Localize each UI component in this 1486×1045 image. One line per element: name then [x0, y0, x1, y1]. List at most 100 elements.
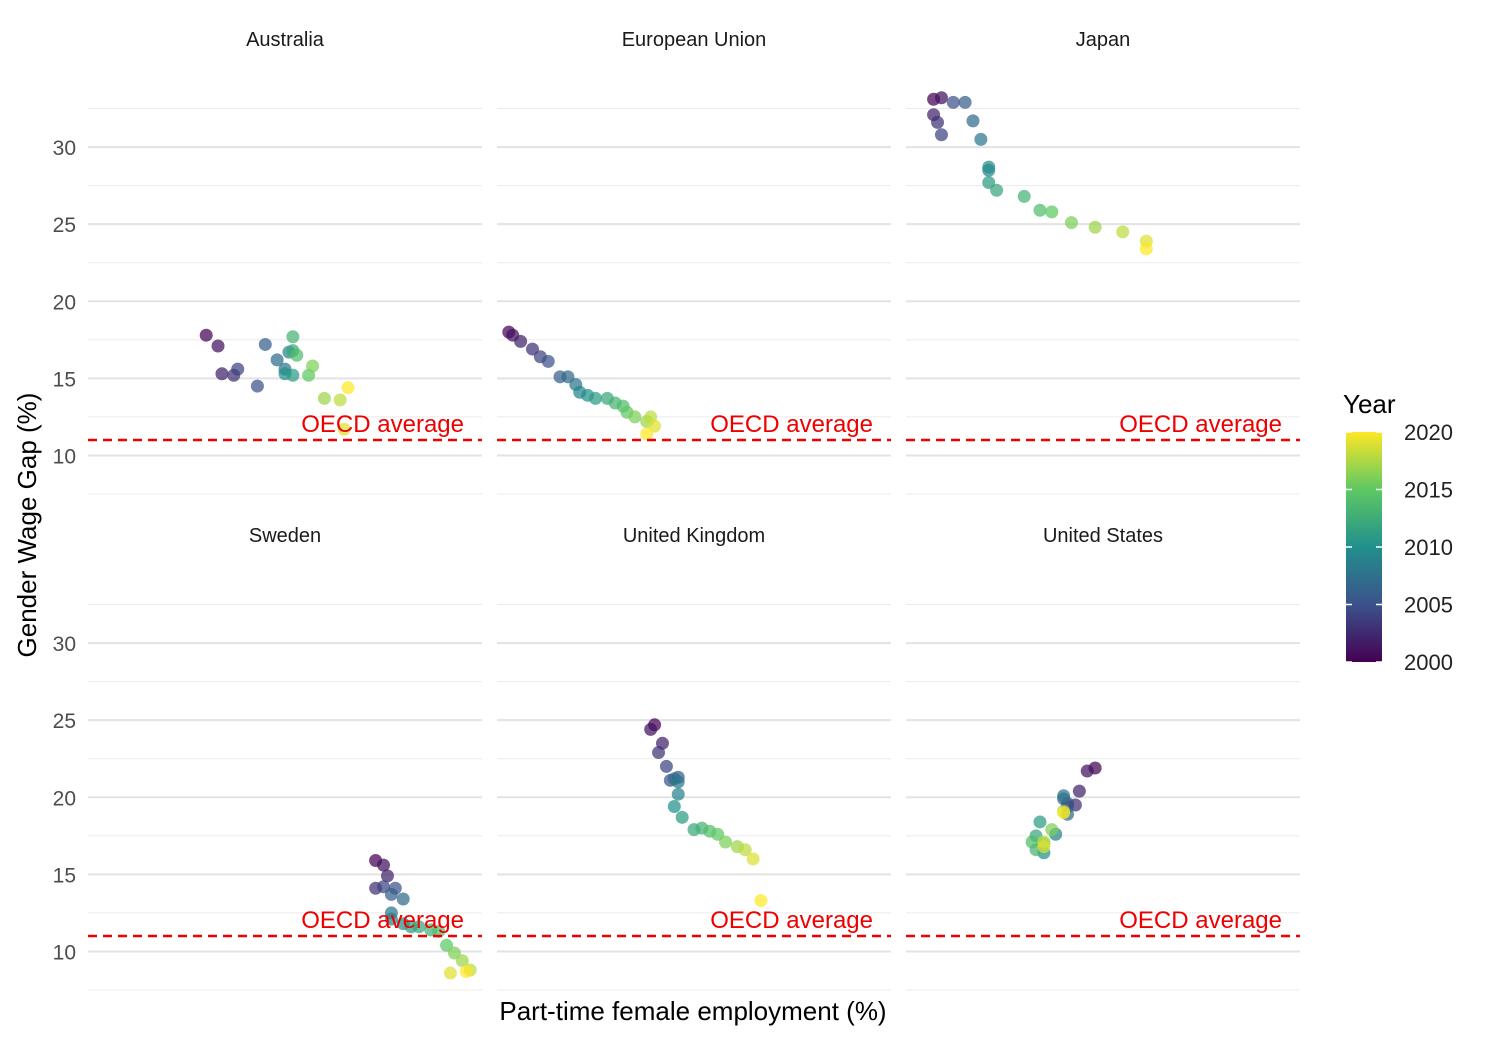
data-point [231, 362, 245, 376]
facet-panel: United Kingdom OECD average [497, 525, 891, 991]
legend-tick-label: 2010 [1404, 535, 1453, 560]
data-point [286, 368, 300, 382]
y-tick-label: 25 [53, 214, 76, 237]
x-axis-label: Part-time female employment (%) [499, 996, 886, 1026]
data-point [675, 810, 689, 824]
data-point [432, 924, 446, 938]
y-tick-label: 15 [53, 864, 76, 887]
y-tick-label: 20 [53, 291, 76, 314]
data-point [1139, 242, 1153, 256]
oecd-average-label: OECD average [1119, 907, 1282, 934]
data-point [384, 887, 398, 901]
facet-panel: United States OECD average [906, 525, 1300, 991]
facet-title: Australia [246, 29, 325, 51]
data-point [746, 852, 760, 866]
data-point [377, 858, 390, 872]
data-point [1088, 220, 1102, 234]
data-point [1072, 784, 1086, 798]
data-point [1045, 205, 1059, 219]
legend-tick-label: 2020 [1404, 420, 1453, 445]
data-point [215, 367, 229, 381]
data-point [671, 787, 685, 801]
data-point [1080, 764, 1094, 778]
data-point [333, 393, 347, 407]
y-axis-label: Gender Wage Gap (%) [12, 393, 42, 658]
legend-tick-label: 2005 [1404, 593, 1453, 618]
data-point [380, 869, 394, 883]
data-point [628, 410, 642, 424]
data-point [1025, 835, 1039, 849]
data-point [640, 427, 654, 441]
data-point [667, 800, 681, 814]
y-tick-label: 10 [53, 941, 76, 964]
y-tick-label: 10 [53, 445, 76, 468]
data-point [258, 337, 272, 351]
data-point [290, 348, 304, 362]
data-point [589, 391, 602, 405]
y-tick-label: 20 [53, 787, 76, 810]
oecd-average-label: OECD average [301, 411, 464, 438]
data-point [384, 912, 398, 926]
data-point [946, 95, 960, 109]
data-point [199, 328, 213, 342]
data-point [1064, 216, 1078, 230]
facet-panel: Japan OECD average [906, 29, 1300, 495]
y-tick-label: 30 [53, 633, 76, 656]
facet-panel: 10 15 20 25 30 Australia OECD average [53, 29, 482, 495]
facet-panel: 10 15 20 25 30 Sweden OECD average [53, 525, 482, 991]
data-point [934, 91, 948, 105]
data-point [958, 95, 972, 109]
facet-title: United States [1043, 525, 1163, 547]
data-point [250, 379, 264, 393]
data-point [659, 759, 673, 773]
data-point [1017, 189, 1031, 203]
data-point [1037, 840, 1051, 854]
facet-title: United Kingdom [623, 525, 765, 547]
color-legend: Year 2000 2005 2010 2015 2020 [1343, 389, 1453, 675]
data-point [1057, 806, 1071, 820]
data-point [341, 381, 355, 395]
data-point [1057, 789, 1071, 803]
data-point [931, 115, 945, 129]
legend-tick-label: 2015 [1404, 478, 1453, 503]
data-point [286, 330, 300, 344]
oecd-average-label: OECD average [710, 907, 873, 934]
legend-title: Year [1343, 389, 1396, 419]
facet-title: Sweden [249, 525, 321, 547]
data-point [455, 954, 469, 968]
oecd-average-label: OECD average [710, 411, 873, 438]
y-tick-label: 30 [53, 137, 76, 160]
oecd-average-label: OECD average [301, 907, 464, 934]
data-point [671, 775, 685, 789]
data-point [1045, 823, 1059, 837]
data-point [412, 920, 426, 934]
data-point [644, 722, 658, 736]
facet-title: European Union [622, 29, 767, 51]
data-point [514, 334, 528, 348]
oecd-average-label: OECD average [1119, 411, 1282, 438]
data-point [211, 339, 225, 353]
data-point [317, 391, 331, 405]
data-point [1033, 815, 1047, 829]
data-point [966, 114, 980, 128]
facet-title: Japan [1076, 29, 1131, 51]
data-point [270, 353, 284, 367]
data-point [1033, 203, 1047, 217]
data-point [541, 354, 555, 368]
legend-tick-label: 2000 [1404, 650, 1453, 675]
data-point [459, 964, 473, 978]
data-point [396, 892, 410, 906]
data-point [934, 128, 948, 142]
data-point [974, 132, 988, 146]
data-point [1116, 225, 1130, 239]
data-point [337, 422, 351, 436]
data-point [306, 359, 320, 373]
data-point [982, 160, 996, 174]
data-point [443, 966, 457, 980]
data-point [990, 183, 1004, 197]
data-point [738, 843, 752, 857]
y-tick-label: 15 [53, 368, 76, 391]
data-point [754, 894, 768, 908]
facet-panel: European Union OECD average [497, 29, 891, 495]
